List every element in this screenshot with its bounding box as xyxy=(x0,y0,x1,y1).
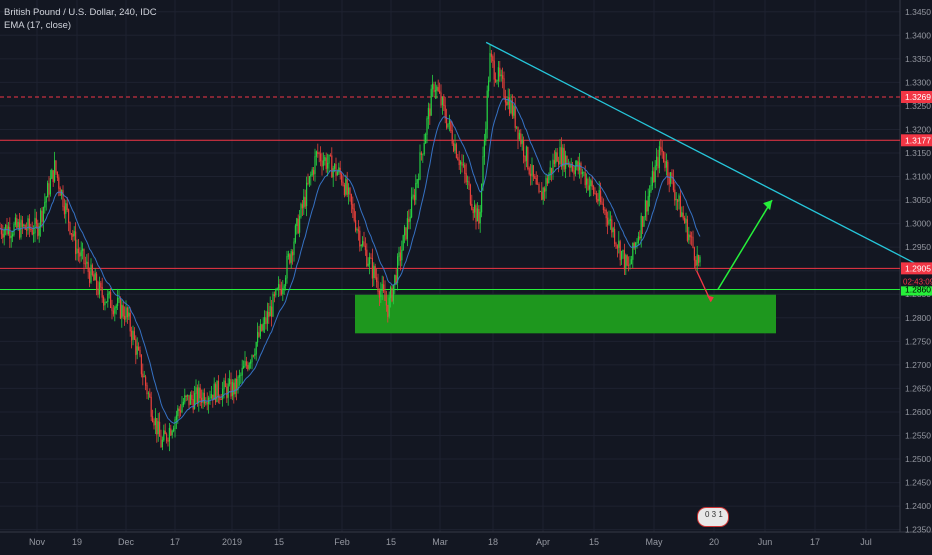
price-tag-label: 1.2860 xyxy=(905,285,931,295)
projection-up-arrow[interactable] xyxy=(717,199,773,290)
price-tag xyxy=(901,283,932,296)
y-tick-label: 1.2800 xyxy=(905,313,931,323)
y-tick-label: 1.3350 xyxy=(905,54,931,64)
ema-line xyxy=(0,98,701,424)
countdown-label: 02:43:09 xyxy=(903,277,932,286)
y-tick-label: 1.2400 xyxy=(905,501,931,511)
y-tick-label: 1.3050 xyxy=(905,195,931,205)
y-tick-label: 1.2650 xyxy=(905,383,931,393)
y-tick-label: 1.2750 xyxy=(905,336,931,346)
price-tag xyxy=(901,90,932,103)
x-tick-label: Jul xyxy=(860,537,872,547)
y-tick-label: 1.2450 xyxy=(905,478,931,488)
x-tick-label: 19 xyxy=(72,537,82,547)
y-tick-label: 1.2550 xyxy=(905,430,931,440)
price-tag xyxy=(901,134,932,147)
arrow-head-up-icon xyxy=(763,200,773,211)
x-tick-label: Dec xyxy=(118,537,135,547)
trendline[interactable] xyxy=(485,41,916,265)
x-tick-label: Jun xyxy=(758,537,773,547)
chart-legend: British Pound / U.S. Dollar, 240, IDC EM… xyxy=(4,6,157,32)
x-tick-label: Nov xyxy=(29,537,46,547)
symbol-title: British Pound / U.S. Dollar, 240, IDC xyxy=(4,7,157,18)
y-tick-label: 1.3400 xyxy=(905,30,931,40)
x-tick-label: 15 xyxy=(386,537,396,547)
indicator-label: EMA (17, close) xyxy=(4,20,72,31)
y-tick-label: 1.3100 xyxy=(905,172,931,182)
countdown-box xyxy=(901,275,932,287)
y-tick-label: 1.3450 xyxy=(905,7,931,17)
badge-text: 0 3 1 xyxy=(705,510,723,519)
price-tag-label: 1.3177 xyxy=(905,135,931,145)
x-tick-label: 17 xyxy=(170,537,180,547)
x-tick-label: 18 xyxy=(488,537,498,547)
y-tick-label: 1.3300 xyxy=(905,77,931,87)
price-tag-label: 1.2905 xyxy=(905,263,931,273)
y-tick-label: 1.2600 xyxy=(905,407,931,417)
y-tick-label: 1.3250 xyxy=(905,101,931,111)
broker-badge-icon[interactable]: 0 3 1 xyxy=(697,507,729,527)
x-tick-label: May xyxy=(645,537,663,547)
y-tick-label: 1.2500 xyxy=(905,454,931,464)
y-tick-label: 1.3200 xyxy=(905,124,931,134)
x-tick-label: 2019 xyxy=(222,537,242,547)
y-tick-label: 1.2700 xyxy=(905,360,931,370)
y-tick-label: 1.3150 xyxy=(905,148,931,158)
x-tick-label: Mar xyxy=(432,537,448,547)
x-tick-label: 17 xyxy=(810,537,820,547)
x-tick-label: 15 xyxy=(589,537,599,547)
y-tick-label: 1.3000 xyxy=(905,219,931,229)
x-tick-label: Feb xyxy=(334,537,350,547)
arrow-head-down-icon xyxy=(706,295,714,303)
price-tag-label: 1.3269 xyxy=(905,92,931,102)
y-tick-label: 1.2950 xyxy=(905,242,931,252)
y-tick-label: 1.2350 xyxy=(905,525,931,535)
x-tick-label: Apr xyxy=(536,537,550,547)
x-tick-label: 20 xyxy=(709,537,719,547)
price-tag xyxy=(901,262,932,275)
x-tick-label: 15 xyxy=(274,537,284,547)
support-zone[interactable] xyxy=(355,294,776,334)
